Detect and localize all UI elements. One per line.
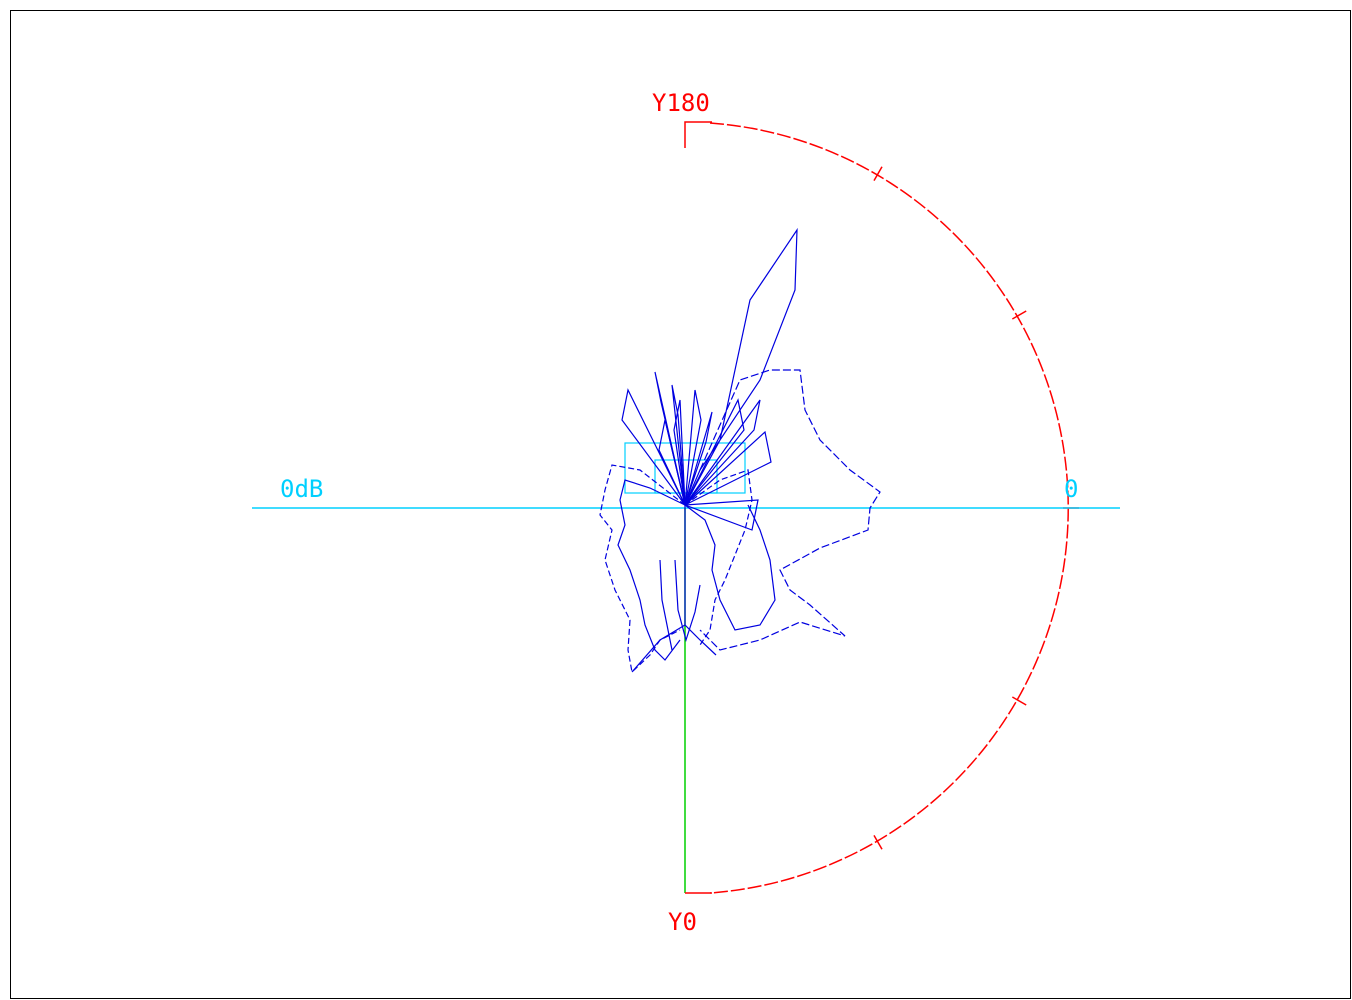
label-0db: 0dB — [280, 475, 323, 503]
pattern-upper-spike — [684, 389, 702, 506]
pattern-bottom-edge — [631, 624, 717, 673]
pattern-upper-spike — [684, 398, 745, 506]
radiation-pattern — [599, 227, 881, 674]
pattern-upper-spike — [684, 399, 761, 506]
pattern-main-lobe — [684, 227, 798, 506]
plot-frame — [10, 10, 1351, 999]
pattern-left-outline — [599, 464, 686, 674]
pattern-lower-lobe-a — [659, 559, 673, 651]
semicircle-tick — [873, 834, 883, 850]
pattern-lower-lobe-b — [674, 559, 701, 643]
pattern-upper-spike — [658, 419, 686, 506]
pattern-upper-spike — [671, 384, 686, 506]
pattern-right-mid — [684, 504, 776, 631]
label-y0: Y0 — [668, 908, 697, 936]
pattern-upper-spike — [684, 411, 713, 506]
pattern-upper-spike — [684, 499, 759, 531]
label-y180: Y180 — [652, 89, 710, 117]
pattern-left-inner — [617, 479, 686, 661]
pattern-right-inner — [684, 469, 753, 646]
pattern-outer-envelope — [699, 369, 881, 651]
semicircle-tick — [1011, 310, 1027, 320]
pattern-upper-spike — [684, 430, 772, 506]
pattern-upper-spike — [673, 399, 686, 506]
semicircle-tick — [1011, 696, 1027, 706]
top-corner-mark — [684, 121, 712, 148]
pattern-upper-spike — [621, 388, 686, 506]
label-0: 0 — [1064, 475, 1078, 503]
semicircle-tick — [873, 166, 883, 182]
